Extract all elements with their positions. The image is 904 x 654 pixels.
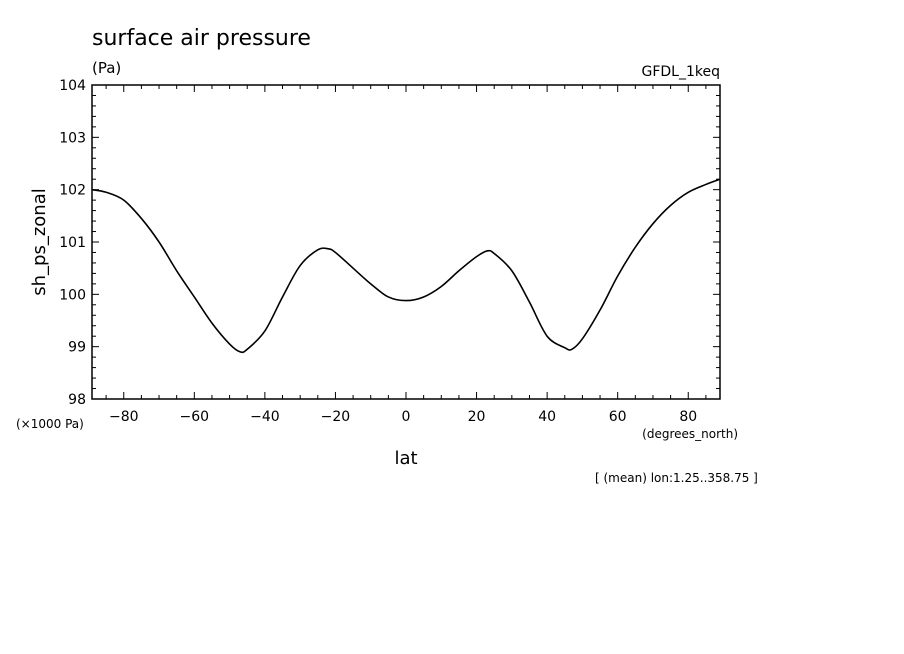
chart-title: surface air pressure [92,26,311,51]
plot-frame [91,84,721,400]
y-tick-label: 104 [59,78,86,94]
x-tick-labels: −80 −60 −40 −20 0 20 40 60 80 [109,409,697,425]
x-units-label: (degrees_north) [642,427,738,441]
x-tick-label: 60 [609,409,627,425]
x-tick-label: 80 [679,409,697,425]
chart-units: (Pa) [92,59,121,77]
series-line [91,178,721,354]
y-tick-label: 101 [59,235,86,251]
y-axis-label: sh_ps_zonal [29,188,50,296]
y-tick-label: 100 [59,287,86,303]
y-tick-label: 98 [68,392,86,408]
y-tick-labels: 98 99 100 101 102 103 104 [59,78,86,408]
x-tick-label: −40 [250,409,280,425]
y-tick-label: 99 [68,340,86,356]
x-tick-label: 0 [402,409,411,425]
x-tick-label: 20 [468,409,486,425]
model-label: GFDL_1keq [642,64,721,80]
y-scale-note: (×1000 Pa) [16,417,84,431]
x-tick-label: −60 [180,409,210,425]
footnote: [ (mean) lon:1.25..358.75 ] [595,471,758,485]
ticks [92,84,720,400]
x-axis-label: lat [394,448,417,469]
x-tick-label: 40 [538,409,556,425]
x-tick-label: −20 [321,409,351,425]
y-tick-label: 103 [59,130,86,146]
y-tick-label: 102 [59,183,86,199]
x-tick-label: −80 [109,409,139,425]
